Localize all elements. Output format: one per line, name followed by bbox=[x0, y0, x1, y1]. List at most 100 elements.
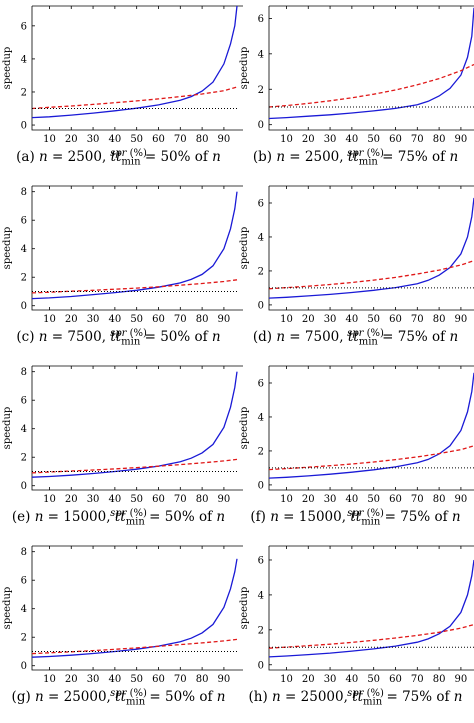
caption-n-var: n bbox=[272, 689, 281, 705]
x-tick-label: 10 bbox=[280, 314, 293, 325]
y-tick-label: 8 bbox=[21, 547, 27, 558]
caption-tt-var: tt bbox=[115, 689, 127, 705]
x-tick-label: 50 bbox=[130, 134, 143, 145]
x-tick-label: 90 bbox=[218, 494, 231, 505]
caption-tt-var: tt bbox=[110, 149, 122, 165]
caption-tt-value: = 75% of bbox=[377, 329, 450, 345]
x-tick-label: 40 bbox=[346, 494, 359, 505]
subfigure-caption: (d) n = 7500, ttmin = 75% of n bbox=[237, 329, 474, 348]
caption-n-var: n bbox=[276, 149, 286, 165]
x-tick-label: 40 bbox=[346, 314, 359, 325]
y-tick-label: 2 bbox=[258, 85, 264, 96]
series-line-dashed bbox=[268, 445, 474, 471]
x-tick-label: 10 bbox=[43, 134, 56, 145]
series-line-solid bbox=[31, 371, 238, 478]
subfigure-caption: (g) n = 25000, ttmin = 50% of n bbox=[0, 689, 237, 708]
y-tick-label: 0 bbox=[21, 301, 27, 312]
y-axis-title: speedup bbox=[239, 407, 250, 450]
chart-svg: 10 20 30 40 50 60 70 80 90 0 2 4 6 speedup spr (%) bbox=[2, 5, 243, 159]
x-tick-label: 90 bbox=[455, 674, 468, 685]
chart-panel: 10 20 30 40 50 60 70 80 90 0 2 4 6 8 speedup spr (%) (c)… bbox=[0, 180, 243, 360]
chart-panel: 10 20 30 40 50 60 70 80 90 0 2 4 6 speedup spr (%) (b) … bbox=[237, 0, 474, 180]
caption-tag: (g) bbox=[11, 689, 36, 705]
y-tick-label: 0 bbox=[258, 300, 264, 311]
x-tick-label: 50 bbox=[367, 314, 380, 325]
chart-panel: 10 20 30 40 50 60 70 80 90 0 2 4 6 8 speedup spr (%) (g)… bbox=[0, 540, 243, 720]
axes-frame bbox=[268, 5, 474, 131]
axes-frame bbox=[268, 365, 474, 491]
x-tick-label: 30 bbox=[324, 314, 337, 325]
series-line-dashed bbox=[31, 279, 238, 294]
y-tick-label: 4 bbox=[21, 424, 27, 435]
axes-frame bbox=[31, 365, 243, 491]
series-line-dashed bbox=[31, 458, 238, 474]
y-tick-label: 0 bbox=[258, 120, 264, 131]
x-tick-label: 60 bbox=[389, 494, 402, 505]
y-tick-label: 2 bbox=[21, 633, 27, 644]
caption-tag: (a) bbox=[16, 149, 40, 165]
x-tick-label: 20 bbox=[302, 494, 315, 505]
x-tick-label: 30 bbox=[87, 494, 100, 505]
x-tick-label: 10 bbox=[280, 494, 293, 505]
y-tick-label: 0 bbox=[258, 480, 264, 491]
caption-n-value: = 2500, bbox=[47, 149, 111, 165]
caption-n-var: n bbox=[216, 509, 226, 525]
chart-panel: 10 20 30 40 50 60 70 80 90 0 2 4 6 speedup spr (%) (d) … bbox=[237, 180, 474, 360]
caption-n-var: n bbox=[211, 329, 221, 345]
caption-tt-value: = 50% of bbox=[145, 689, 217, 705]
y-tick-label: 4 bbox=[258, 412, 264, 423]
x-tick-label: 80 bbox=[196, 674, 209, 685]
x-tick-label: 60 bbox=[389, 674, 402, 685]
x-tick-label: 60 bbox=[152, 314, 165, 325]
x-axis-title: spr (%) bbox=[110, 148, 147, 159]
y-tick-label: 4 bbox=[258, 232, 264, 243]
x-tick-label: 30 bbox=[87, 674, 100, 685]
x-tick-label: 50 bbox=[367, 674, 380, 685]
x-tick-label: 90 bbox=[218, 674, 231, 685]
caption-tt-var: tt bbox=[347, 149, 359, 165]
axes-frame bbox=[268, 545, 474, 671]
x-tick-label: 70 bbox=[174, 494, 187, 505]
x-tick-label: 60 bbox=[152, 674, 165, 685]
x-tick-label: 10 bbox=[280, 134, 293, 145]
x-tick-label: 60 bbox=[389, 314, 402, 325]
chart-panel: 10 20 30 40 50 60 70 80 90 0 2 4 6 8 speedup spr (%) (e)… bbox=[0, 360, 243, 540]
caption-n-var: n bbox=[34, 509, 44, 525]
y-tick-label: 2 bbox=[21, 87, 27, 98]
y-tick-label: 2 bbox=[258, 625, 264, 636]
x-axis-title: spr (%) bbox=[347, 688, 384, 699]
caption-n-value: = 25000, bbox=[43, 689, 116, 705]
x-axis-title: spr (%) bbox=[110, 328, 147, 339]
series-line-solid bbox=[31, 558, 238, 658]
caption-tt-subscript: min bbox=[358, 156, 378, 168]
x-tick-label: 40 bbox=[346, 674, 359, 685]
subfigure-caption: (c) n = 7500, ttmin = 50% of n bbox=[0, 329, 237, 348]
caption-tag: (e) bbox=[11, 509, 35, 525]
subfigure-caption: (e) n = 15000, ttmin = 50% of n bbox=[0, 509, 237, 528]
caption-tt-value: = 50% of bbox=[140, 329, 212, 345]
caption-n-var: n bbox=[276, 329, 286, 345]
x-tick-label: 50 bbox=[367, 134, 380, 145]
caption-tag: (f) bbox=[250, 509, 271, 525]
x-axis-title: spr (%) bbox=[347, 328, 384, 339]
y-tick-label: 6 bbox=[21, 576, 27, 587]
series-line-solid bbox=[268, 559, 474, 658]
series-line-dashed bbox=[268, 623, 474, 649]
caption-tt-var: tt bbox=[350, 509, 362, 525]
x-tick-label: 80 bbox=[196, 314, 209, 325]
x-axis-title: spr (%) bbox=[347, 508, 384, 519]
x-tick-label: 70 bbox=[411, 134, 424, 145]
caption-tag: (d) bbox=[252, 329, 277, 345]
y-tick-label: 2 bbox=[258, 266, 264, 277]
y-axis-title: speedup bbox=[2, 407, 13, 450]
series-line-solid bbox=[268, 372, 474, 479]
chart-svg: 10 20 30 40 50 60 70 80 90 0 2 4 6 8 speedup spr (%) bbox=[2, 545, 243, 699]
x-tick-label: 20 bbox=[65, 134, 78, 145]
chart-svg: 10 20 30 40 50 60 70 80 90 0 2 4 6 speedup spr (%) bbox=[239, 545, 474, 699]
caption-n-value: = 7500, bbox=[47, 329, 111, 345]
x-tick-label: 40 bbox=[109, 674, 122, 685]
x-tick-label: 70 bbox=[174, 674, 187, 685]
x-tick-label: 90 bbox=[455, 494, 468, 505]
subfigure-caption: (h) n = 25000, ttmin = 75% of n bbox=[237, 689, 474, 708]
x-tick-label: 60 bbox=[152, 494, 165, 505]
